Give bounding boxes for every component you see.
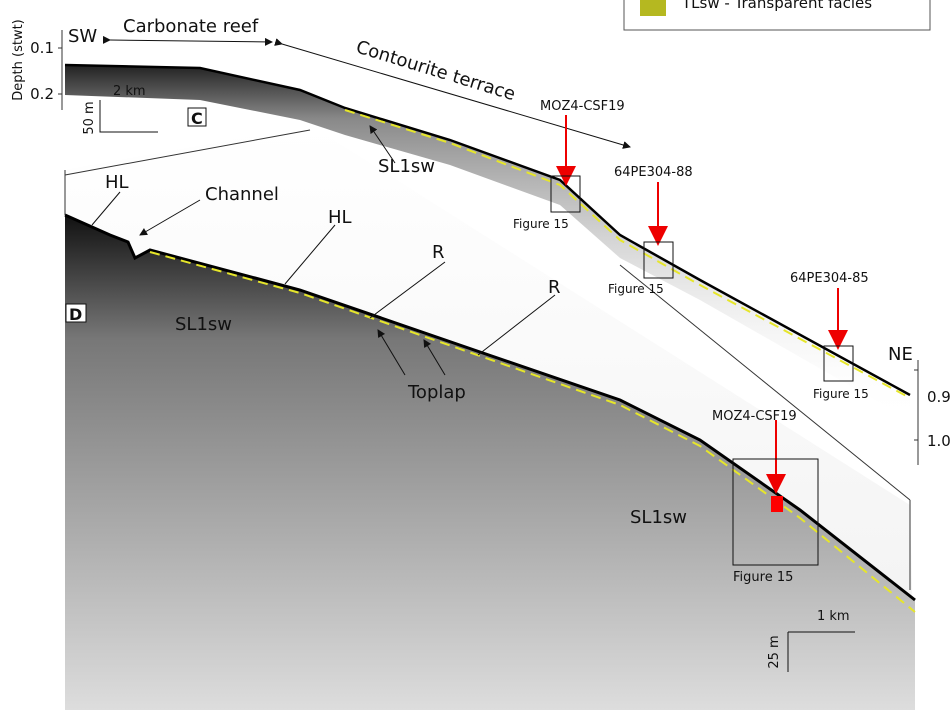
tick-label: 0.9 (927, 388, 951, 406)
axis-title: Depth (stwt) (11, 19, 26, 100)
tick-label: 0.2 (30, 85, 54, 103)
legend: TLsw - Transparent facies (624, 0, 930, 30)
r-label: R (548, 277, 561, 298)
terrace-extent (282, 44, 630, 147)
core-name: 64PE304-85 (790, 271, 869, 286)
scale-v: 25 m (767, 635, 782, 668)
scale-h: 1 km (817, 609, 850, 624)
legend-item: TLsw - Transparent facies (681, 0, 872, 12)
unit-label: SL1sw (378, 156, 435, 177)
unit-label: SL1sw (175, 314, 232, 335)
figure-ref: Figure 15 (608, 282, 664, 296)
figure-ref: Figure 15 (513, 217, 569, 231)
figure-ref: Figure 15 (733, 570, 793, 585)
scale-v: 50 m (82, 101, 97, 134)
hl-label: HL (105, 172, 129, 193)
sw-label: SW (68, 26, 97, 47)
reef-extent (110, 40, 272, 42)
ne-label: NE (888, 344, 913, 365)
toplap-label: Toplap (407, 382, 466, 403)
panel-label: C (191, 109, 203, 128)
core-name: MOZ4-CSF19 (540, 99, 625, 114)
channel-label: Channel (205, 184, 279, 205)
carbonate-reef: Carbonate reef (123, 16, 259, 37)
figure-ref: Figure 15 (813, 387, 869, 401)
core-name: 64PE304-88 (614, 165, 693, 180)
unit-label: SL1sw (630, 507, 687, 528)
tick-label: 0.1 (30, 39, 54, 57)
panel-label: D (69, 305, 82, 324)
scale-h: 2 km (113, 84, 146, 99)
hl-label: HL (328, 207, 352, 228)
r-label: R (432, 242, 445, 263)
figure: TLsw - Transparent facies Depth (stwt) 0… (0, 0, 951, 710)
core-name: MOZ4-CSF19 (712, 409, 797, 424)
contourite-terrace: Contourite terrace (354, 37, 518, 105)
tick-label: 1.0 (927, 432, 951, 450)
